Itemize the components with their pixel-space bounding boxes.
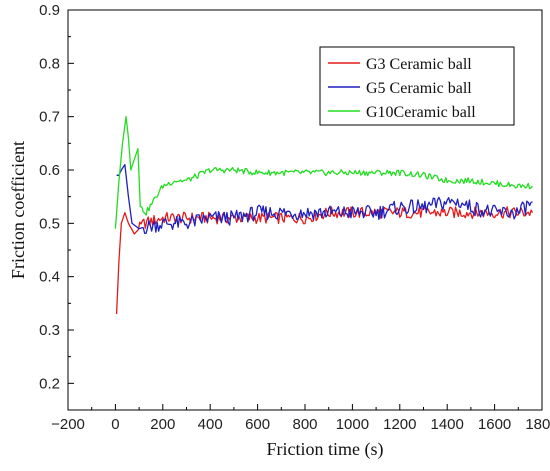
y-tick-label: 0.9 [39,2,60,19]
legend-label: G3 Ceramic ball [366,56,472,73]
x-tick-label: 400 [198,416,223,433]
legend-label: G5 Ceramic ball [366,80,472,97]
y-axis-title: Friction coefficient [8,141,28,279]
x-tick-label: 1600 [478,416,511,433]
x-axis-title: Friction time (s) [267,439,384,460]
x-tick-label: 600 [245,416,270,433]
series-line [114,116,534,229]
x-tick-label: 800 [292,416,317,433]
legend-box [319,46,515,126]
y-tick-label: 0.8 [39,55,60,72]
y-tick-label: 0.7 [39,109,60,126]
series-layer [114,116,534,315]
y-tick-label: 0.2 [39,375,60,392]
x-tick-label: 200 [150,416,175,433]
x-tick-label: 1000 [336,416,369,433]
y-tick-label: 0.6 [39,162,60,179]
series-line [116,164,533,235]
x-tick-label: −200 [51,416,85,433]
series-line [115,206,534,315]
y-tick-label: 0.4 [39,269,60,286]
x-tick-label: 1400 [431,416,464,433]
x-tick-label: 1200 [383,416,416,433]
y-tick-label: 0.5 [39,215,60,232]
legend-label: G10Ceramic ball [366,104,476,121]
legend: G3 Ceramic ball G5 Ceramic ball G10Ceramic… [319,46,515,126]
y-tick-label: 0.3 [39,322,60,339]
x-tick-label: 0 [111,416,119,433]
